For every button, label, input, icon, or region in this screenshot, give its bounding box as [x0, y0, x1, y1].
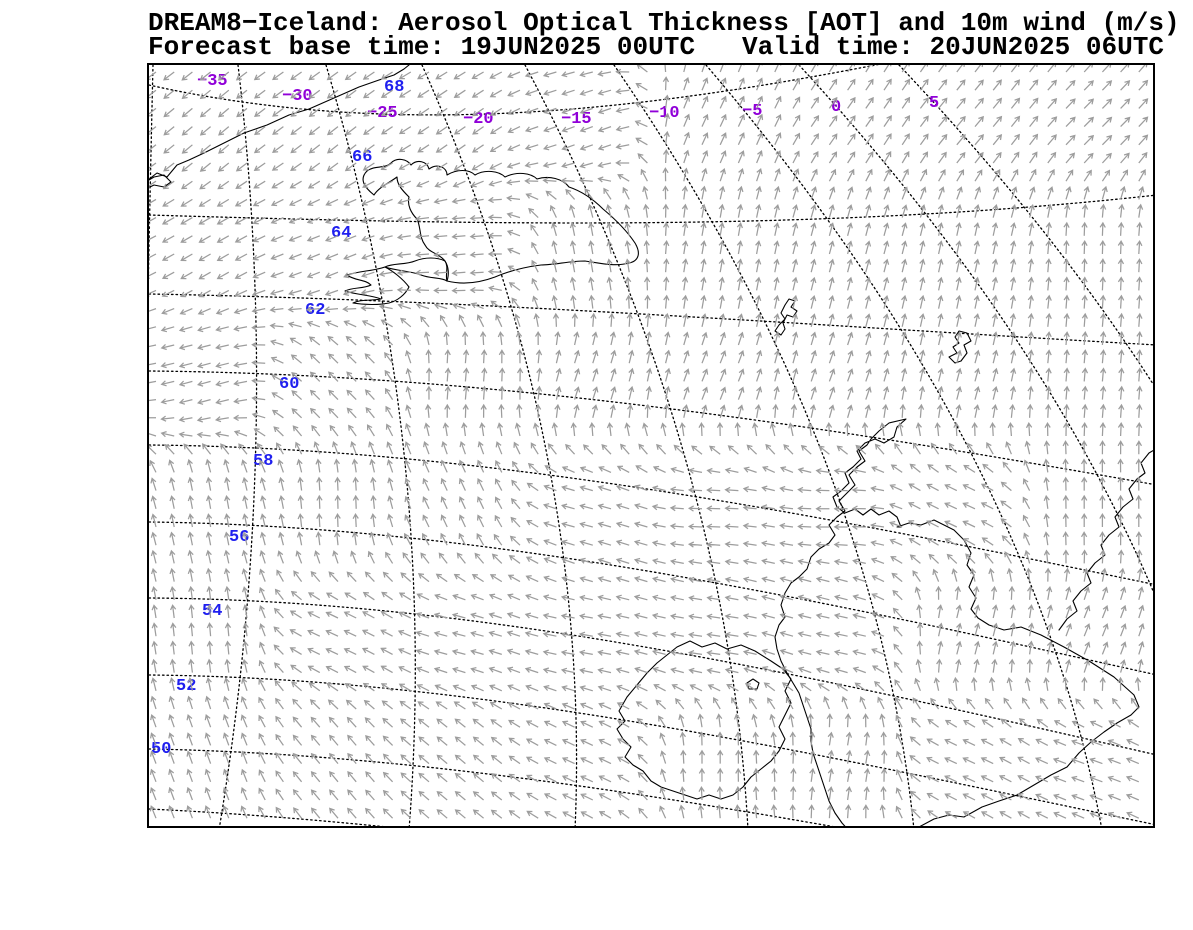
- svg-text:−35: −35: [197, 72, 228, 91]
- svg-text:−20: −20: [463, 110, 494, 129]
- svg-text:64: 64: [331, 224, 351, 243]
- svg-text:54: 54: [202, 602, 222, 621]
- svg-text:5: 5: [929, 94, 939, 113]
- svg-text:60: 60: [279, 375, 299, 394]
- svg-text:−30: −30: [282, 87, 313, 106]
- svg-text:−5: −5: [742, 102, 762, 121]
- svg-text:−25: −25: [367, 104, 398, 123]
- svg-text:−10: −10: [649, 104, 680, 123]
- svg-text:50: 50: [151, 740, 171, 759]
- svg-text:52: 52: [176, 677, 196, 696]
